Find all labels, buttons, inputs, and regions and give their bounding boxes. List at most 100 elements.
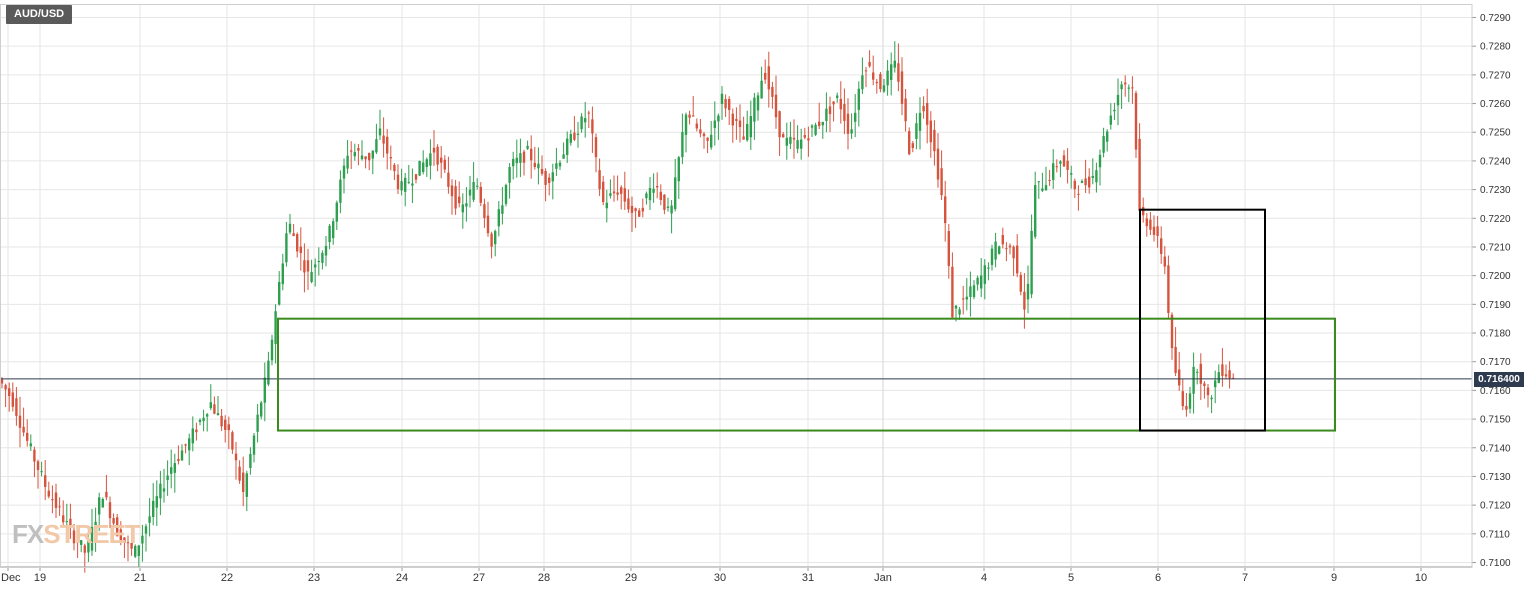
candle-body bbox=[461, 204, 464, 213]
candle-up bbox=[674, 158, 677, 212]
candle-up bbox=[166, 460, 169, 496]
candle-body bbox=[983, 265, 986, 284]
candle-up bbox=[1214, 370, 1217, 404]
candle-body bbox=[512, 158, 515, 167]
candle-down bbox=[26, 419, 29, 447]
candle-up bbox=[1116, 78, 1120, 126]
candle-body bbox=[962, 298, 965, 300]
candle-body bbox=[83, 545, 86, 553]
y-tick-label: 0.7110 bbox=[1480, 529, 1510, 540]
candle-body bbox=[468, 189, 472, 196]
candle-down bbox=[296, 232, 299, 258]
candle-body bbox=[1228, 370, 1231, 379]
candle-up bbox=[713, 101, 716, 146]
candle-up bbox=[990, 244, 994, 271]
candle-body bbox=[951, 266, 954, 318]
candle-down bbox=[839, 81, 842, 124]
candle-body bbox=[443, 159, 446, 170]
candle-up bbox=[461, 193, 464, 229]
candle-down bbox=[1152, 215, 1156, 242]
candle-body bbox=[1167, 265, 1170, 313]
candle-body bbox=[346, 155, 349, 169]
candle-up bbox=[1044, 166, 1048, 191]
candle-body bbox=[198, 419, 202, 422]
candle-down bbox=[299, 227, 302, 271]
candle-down bbox=[1167, 255, 1170, 319]
candle-body bbox=[231, 432, 234, 450]
candle-body bbox=[234, 453, 238, 461]
candle-body bbox=[944, 196, 947, 224]
candle-body bbox=[386, 136, 389, 154]
candle-body bbox=[486, 215, 490, 234]
candle-body bbox=[188, 438, 191, 451]
candle-body bbox=[1199, 363, 1202, 384]
candle-body bbox=[1160, 238, 1163, 254]
candle-down bbox=[1163, 246, 1166, 275]
candle-body bbox=[396, 174, 400, 190]
candle-body bbox=[126, 542, 130, 544]
candle-up bbox=[825, 92, 828, 133]
current-price-badge: 0.716400 bbox=[1474, 372, 1524, 387]
candle-down bbox=[238, 460, 241, 484]
candle-body bbox=[1102, 136, 1105, 153]
x-tick-label: Dec bbox=[1, 572, 21, 584]
candle-up bbox=[134, 544, 137, 559]
candle-down bbox=[1185, 393, 1188, 417]
candle-down bbox=[771, 81, 774, 109]
watermark-part-1: FX bbox=[12, 519, 44, 549]
candle-body bbox=[1019, 274, 1022, 292]
candle-down bbox=[1077, 185, 1080, 211]
candle-down bbox=[357, 143, 360, 166]
y-tick-label: 0.7210 bbox=[1480, 242, 1511, 253]
candle-down bbox=[242, 456, 245, 507]
candle-down bbox=[33, 446, 36, 478]
candle-down bbox=[1134, 90, 1138, 158]
candle-body bbox=[717, 115, 720, 122]
candle-up bbox=[915, 113, 918, 150]
candle-body bbox=[278, 281, 281, 305]
candle-up bbox=[1196, 368, 1199, 385]
candle-down bbox=[807, 126, 810, 157]
candle-body bbox=[15, 398, 18, 416]
candle-up bbox=[810, 124, 814, 137]
candle-up bbox=[857, 81, 860, 127]
candle-body bbox=[540, 168, 544, 174]
candle-body bbox=[954, 305, 958, 309]
candle-body bbox=[652, 188, 655, 193]
candle-down bbox=[663, 194, 666, 215]
candle-body bbox=[285, 233, 288, 263]
candle-body bbox=[879, 74, 882, 90]
candle-up bbox=[785, 122, 788, 160]
candle-body bbox=[702, 133, 706, 137]
candle-body bbox=[213, 404, 216, 414]
candle-up bbox=[321, 250, 324, 270]
candle-down bbox=[612, 175, 616, 202]
candle-body bbox=[638, 210, 641, 217]
candle-down bbox=[742, 116, 745, 140]
candle-body bbox=[1120, 84, 1123, 90]
candle-body bbox=[314, 264, 317, 268]
candle-body bbox=[382, 135, 385, 144]
candle-down bbox=[1224, 364, 1228, 380]
candle-body bbox=[1030, 230, 1033, 295]
candle-body bbox=[1196, 371, 1199, 373]
candle-up bbox=[328, 223, 331, 250]
candle-body bbox=[519, 153, 522, 163]
candle-up bbox=[1127, 84, 1130, 103]
candle-body bbox=[98, 497, 101, 515]
y-tick-label: 0.7230 bbox=[1480, 185, 1511, 196]
candle-body bbox=[1008, 245, 1012, 248]
candle-body bbox=[137, 545, 140, 556]
candle-up bbox=[987, 262, 990, 281]
candle-up bbox=[270, 334, 274, 366]
candle-body bbox=[76, 540, 79, 544]
candle-body bbox=[224, 419, 227, 430]
candle-body bbox=[393, 164, 396, 172]
y-tick-label: 0.7220 bbox=[1480, 214, 1511, 225]
candle-body bbox=[134, 545, 137, 557]
candle-up bbox=[558, 160, 562, 171]
candle-body bbox=[159, 483, 162, 499]
candle-down bbox=[832, 101, 835, 122]
candle-down bbox=[177, 445, 180, 465]
candle-body bbox=[411, 183, 414, 186]
